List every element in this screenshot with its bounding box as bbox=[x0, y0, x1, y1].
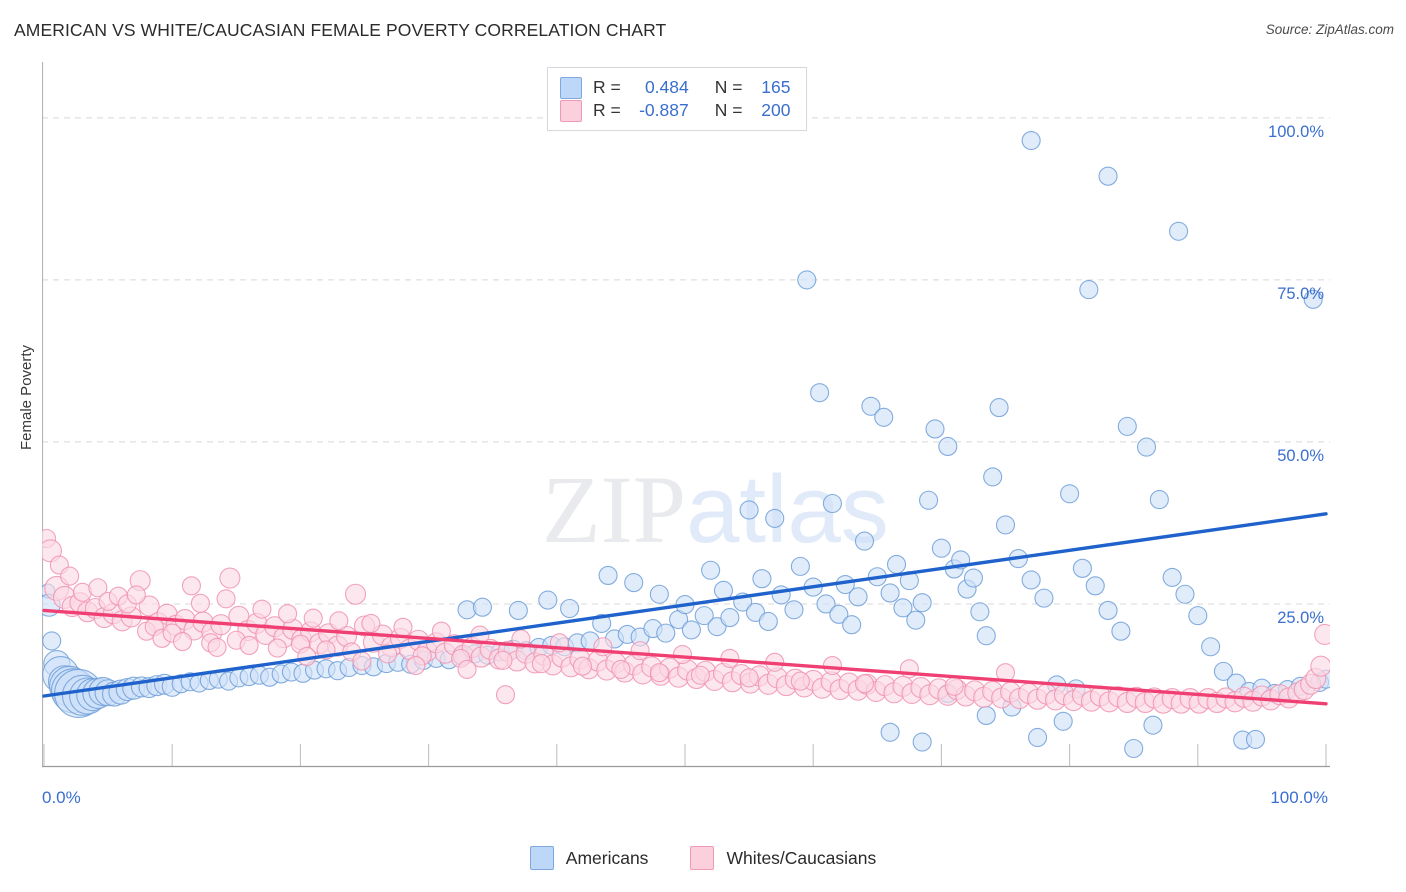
source-attribution: Source: ZipAtlas.com bbox=[1265, 22, 1394, 37]
r-label-blue: R = bbox=[593, 77, 621, 97]
correlation-stats-legend: R = 0.484 N = 165 R = -0.887 N = 200 bbox=[547, 67, 808, 131]
legend-item-americans[interactable]: Americans bbox=[529, 846, 649, 870]
plot-canvas bbox=[42, 62, 1330, 768]
legend-swatch-blue-icon bbox=[560, 76, 582, 99]
stats-row-americans: R = 0.484 N = 165 bbox=[560, 76, 790, 99]
y-axis-title: Female Poverty bbox=[18, 344, 35, 450]
r-value-pink: -0.887 bbox=[639, 100, 689, 120]
legend-marker-americans-icon bbox=[529, 846, 554, 870]
x-axis-tick-label-max: 100.0% bbox=[1270, 788, 1328, 807]
y-axis-tick-label: 100.0% bbox=[1268, 122, 1324, 141]
n-label-blue: N = bbox=[714, 77, 743, 97]
legend-swatch-pink-icon bbox=[560, 99, 582, 122]
y-axis-tick-label: 75.0% bbox=[1277, 284, 1324, 303]
legend-label-whites-caucasians: Whites/Caucasians bbox=[726, 847, 877, 868]
y-axis-tick-label: 25.0% bbox=[1277, 608, 1324, 627]
legend-item-whites-caucasians[interactable]: Whites/Caucasians bbox=[690, 846, 876, 870]
chart-header: AMERICAN VS WHITE/CAUCASIAN FEMALE POVER… bbox=[0, 0, 1406, 56]
legend-marker-whites-icon bbox=[690, 846, 715, 870]
y-axis-tick-label: 50.0% bbox=[1277, 446, 1324, 465]
r-label-pink: R = bbox=[593, 100, 621, 120]
r-value-blue: 0.484 bbox=[644, 77, 689, 97]
n-label-pink: N = bbox=[714, 100, 743, 120]
series-legend: Americans Whites/Caucasians bbox=[0, 846, 1406, 870]
page-title: AMERICAN VS WHITE/CAUCASIAN FEMALE POVER… bbox=[14, 20, 667, 40]
n-value-pink: 200 bbox=[761, 100, 791, 120]
scatter-plot: ZIPatlas Female Poverty 100.0% 75.0% 50.0%… bbox=[18, 62, 1330, 828]
n-value-blue: 165 bbox=[761, 77, 791, 97]
stats-row-whites: R = -0.887 N = 200 bbox=[560, 99, 790, 122]
x-axis-tick-label-min: 0.0% bbox=[42, 788, 81, 807]
legend-label-americans: Americans bbox=[565, 847, 649, 868]
